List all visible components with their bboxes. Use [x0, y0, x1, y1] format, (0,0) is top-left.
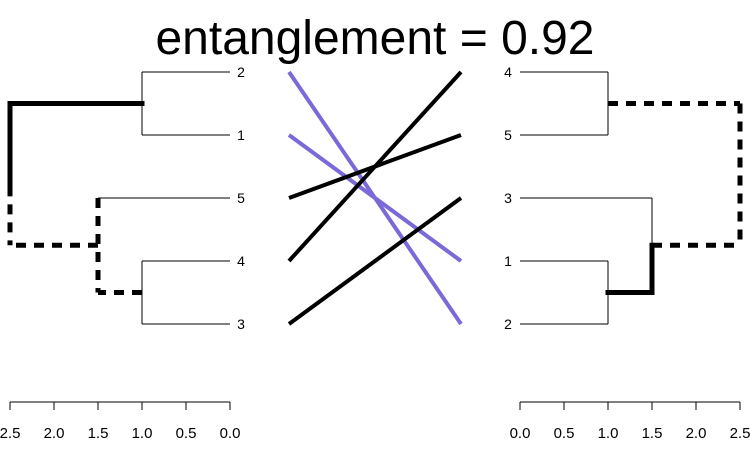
right-axis-tick-label: 2.5 — [730, 425, 750, 442]
right-dendrogram: 4 5 3 1 2 — [504, 64, 743, 332]
left-leaf-label-2: 2 — [237, 64, 245, 80]
left-dendrogram: 2 1 5 4 3 — [7, 64, 245, 332]
chart-title: entanglement = 0.92 — [155, 12, 595, 65]
connection-line-4 — [287, 70, 463, 263]
right-leaf-label-3: 3 — [504, 190, 512, 206]
left-axis-tick-label: 2.0 — [44, 425, 65, 442]
left-leaf-label-3: 3 — [237, 316, 245, 332]
connection-line-1 — [287, 133, 463, 263]
left-axis: 2.5 2.0 1.5 1.0 0.5 0.0 — [0, 401, 241, 442]
right-axis-tick-label: 1.0 — [598, 425, 619, 442]
left-leaf-label-5: 5 — [237, 190, 245, 206]
right-leaf-label-5: 5 — [504, 127, 512, 143]
left-leaf-label-1: 1 — [237, 127, 245, 143]
right-leaf-label-1: 1 — [504, 253, 512, 269]
right-axis: 0.0 0.5 1.0 1.5 2.0 2.5 — [510, 401, 750, 442]
left-axis-tick-label: 0.5 — [176, 425, 197, 442]
right-axis-tick-label: 0.5 — [554, 425, 575, 442]
right-axis-tick-label: 1.5 — [642, 425, 663, 442]
connection-line-3 — [287, 196, 463, 326]
connection-lines — [287, 70, 463, 326]
left-axis-tick-label: 2.5 — [0, 425, 20, 442]
right-leaf-label-2: 2 — [504, 316, 512, 332]
left-axis-tick-label: 0.0 — [220, 425, 241, 442]
left-axis-tick-label: 1.5 — [88, 425, 109, 442]
right-axis-tick-label: 0.0 — [510, 425, 531, 442]
left-axis-tick-label: 1.0 — [132, 425, 153, 442]
right-axis-tick-label: 2.0 — [686, 425, 707, 442]
left-leaf-label-4: 4 — [237, 253, 245, 269]
right-leaf-label-4: 4 — [504, 64, 512, 80]
